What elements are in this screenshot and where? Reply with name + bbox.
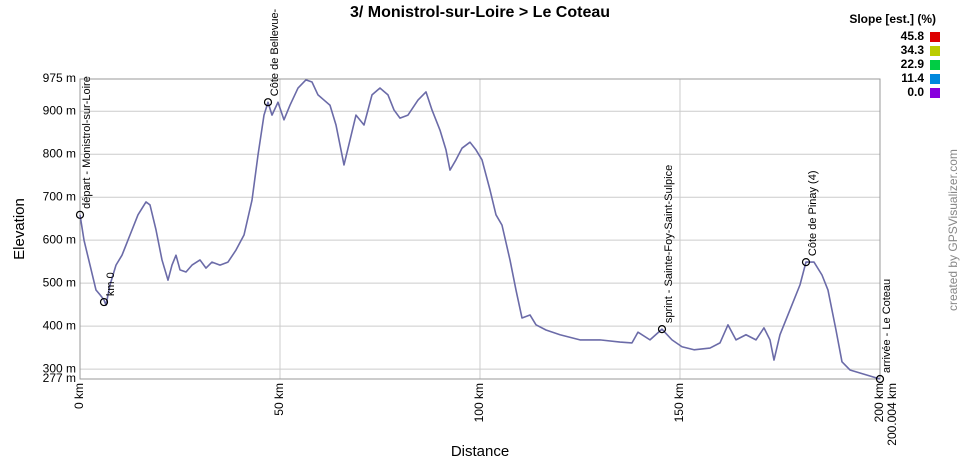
x-tick-label: 200 km [872, 383, 886, 422]
legend-swatch [930, 88, 940, 98]
waypoint-label: arrivée - Le Coteau [881, 279, 893, 373]
y-tick-label: 800 m [43, 146, 76, 160]
waypoint-marker [657, 325, 667, 334]
legend-swatch [930, 46, 940, 56]
waypoint-label: départ - Monistrol-sur-Loire [81, 76, 93, 209]
waypoint-label: sprint - Sainte-Foy-Saint-Sulpice [663, 165, 675, 323]
legend-label: 11.4 [901, 71, 924, 85]
y-tick-label: 400 m [43, 318, 76, 332]
y-tick-label: 277 m [43, 371, 76, 385]
x-axis-label: Distance [451, 443, 509, 460]
y-tick-label: 975 m [43, 71, 76, 85]
legend-label: 45.8 [901, 29, 925, 43]
elevation-line [79, 79, 881, 380]
waypoint-label: km 0 [105, 272, 117, 296]
waypoint-marker [875, 374, 885, 384]
waypoint-label: Côte de Pinay (4) [807, 170, 819, 256]
y-tick-label: 500 m [43, 275, 76, 289]
waypoint-marker [99, 297, 109, 307]
legend-title: Slope [est.] (%) [849, 12, 936, 26]
x-tick-label: 200.004 km [885, 383, 899, 446]
chart-title: 3/ Monistrol-sur-Loire > Le Coteau [350, 4, 610, 21]
y-axis-label: Elevation [11, 198, 28, 260]
legend-label: 0.0 [907, 85, 924, 99]
y-tick-label: 600 m [43, 232, 76, 246]
legend-swatch [930, 74, 940, 84]
legend-swatch [930, 32, 940, 42]
waypoint-marker [801, 257, 811, 267]
plot-frame [79, 78, 881, 380]
waypoint-marker [75, 210, 85, 219]
y-tick-label: 700 m [43, 189, 76, 203]
x-tick-label: 50 km [272, 383, 286, 416]
waypoint-label: Côte de Bellevue- [269, 8, 281, 96]
legend-label: 34.3 [901, 43, 925, 57]
y-tick-label: 900 m [43, 103, 76, 117]
waypoint-marker [263, 98, 273, 107]
credit: created by GPSVisualizer.com [946, 149, 960, 311]
x-tick-label: 150 km [672, 383, 686, 422]
legend-swatch [930, 60, 940, 70]
x-tick-label: 100 km [472, 383, 486, 422]
y-tick-label: 300 m [43, 361, 76, 375]
x-tick-label: 0 km [72, 383, 86, 409]
legend-label: 22.9 [901, 57, 925, 71]
